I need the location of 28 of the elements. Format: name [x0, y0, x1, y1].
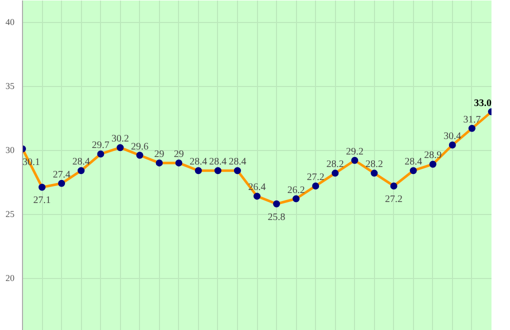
data-label: 29.6 [131, 141, 148, 152]
data-label: 33.0 [474, 98, 492, 109]
data-label: 29.7 [92, 140, 110, 151]
data-label: 28.2 [326, 159, 344, 170]
data-label: 29 [174, 148, 184, 160]
data-label: 28.2 [366, 159, 383, 170]
y-tick-label: 40 [6, 17, 15, 28]
data-label: 27.1 [33, 195, 51, 206]
data-label: 28.4 [228, 156, 246, 168]
y-tick-label: 30 [6, 145, 15, 156]
y-tick-label: 35 [6, 81, 15, 92]
data-label: 26.2 [287, 184, 305, 196]
data-label: 28.4 [404, 156, 422, 168]
data-label: 31.7 [463, 114, 481, 126]
data-label: 27.2 [306, 172, 324, 183]
data-label: 29 [154, 148, 164, 160]
data-label: 30.2 [111, 134, 129, 145]
data-label: 30.4 [444, 131, 462, 142]
data-label: 27.2 [385, 194, 403, 205]
data-label: 28.4 [190, 156, 208, 168]
data-label: 29.2 [346, 146, 364, 158]
data-label: 28.4 [209, 156, 227, 168]
data-label: 25.8 [268, 212, 286, 223]
data-label: 28.9 [424, 150, 442, 162]
y-tick-label: 25 [6, 209, 15, 220]
y-tick-label: 20 [6, 273, 15, 284]
data-label: 28.4 [72, 156, 90, 168]
data-label: 27.4 [52, 169, 70, 180]
